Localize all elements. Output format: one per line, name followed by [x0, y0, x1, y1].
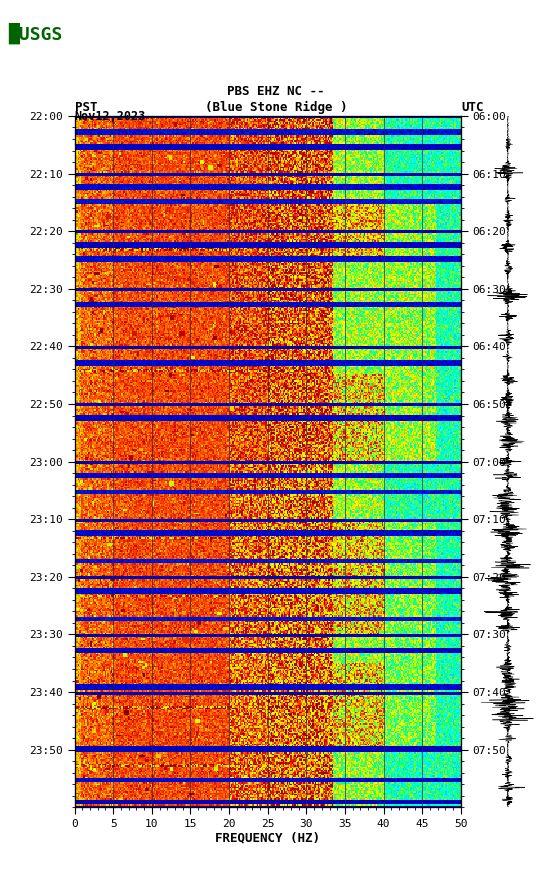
Text: PST: PST	[75, 102, 97, 114]
Text: UTC: UTC	[461, 102, 484, 114]
Text: PBS EHZ NC --: PBS EHZ NC --	[227, 86, 325, 98]
X-axis label: FREQUENCY (HZ): FREQUENCY (HZ)	[215, 832, 320, 845]
Text: █USGS: █USGS	[8, 22, 63, 44]
Text: (Blue Stone Ridge ): (Blue Stone Ridge )	[205, 102, 347, 114]
Text: Nov12,2023: Nov12,2023	[75, 111, 146, 123]
